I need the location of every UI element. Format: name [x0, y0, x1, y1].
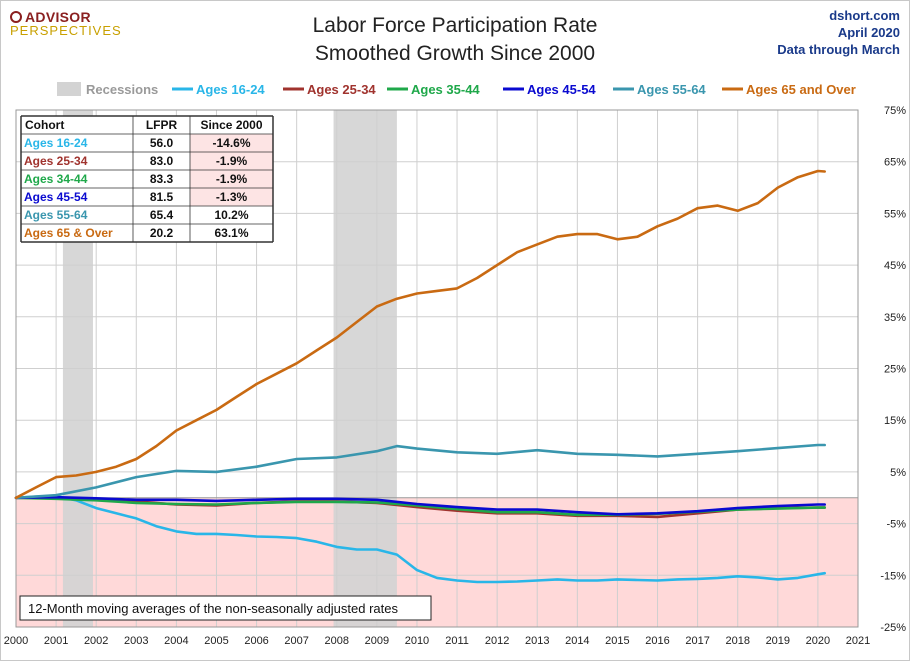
x-tick-label: 2008 — [325, 635, 349, 647]
table-cell-bg — [190, 224, 273, 242]
table-cell-cohort: Ages 45-54 — [24, 190, 88, 204]
x-tick-label: 2016 — [645, 635, 669, 647]
legend-label: Ages 16-24 — [196, 82, 265, 97]
table-cell-bg — [190, 206, 273, 224]
x-tick-label: 2006 — [244, 635, 268, 647]
x-tick-label: 2011 — [445, 635, 469, 647]
table-row — [21, 206, 190, 224]
table-cell-since: 10.2% — [214, 208, 248, 222]
y-tick-label: 45% — [884, 260, 906, 272]
x-tick-label: 2010 — [405, 635, 429, 647]
y-tick-label: 65% — [884, 157, 906, 169]
table-cell-since: -1.9% — [216, 154, 248, 168]
y-tick-label: -5% — [886, 519, 906, 531]
table-header-cell: LFPR — [146, 118, 178, 132]
source-through: Data through March — [777, 42, 900, 57]
x-tick-label: 2012 — [485, 635, 509, 647]
table-cell-lfpr: 81.5 — [150, 190, 174, 204]
table-row — [21, 134, 190, 152]
x-tick-label: 2013 — [525, 635, 549, 647]
series-line-ages-65-and-over — [14, 169, 826, 500]
table-cell-cohort: Ages 16-24 — [24, 136, 88, 150]
advisor-perspectives-logo: ADVISOR PERSPECTIVES — [10, 10, 122, 37]
logo-line1: ADVISOR — [25, 9, 91, 25]
plot-border — [15, 109, 859, 628]
logo-mark-icon — [10, 11, 22, 23]
x-tick-label: 2005 — [204, 635, 228, 647]
table-cell-bg — [190, 134, 273, 152]
table-cell-bg — [190, 170, 273, 188]
series-line-ages-45-54 — [14, 495, 826, 516]
table-header-cell: Since 2000 — [200, 118, 262, 132]
legend-label: Ages 65 and Over — [746, 82, 856, 97]
legend-swatch-recessions — [57, 82, 81, 96]
legend-label: Ages 35-44 — [411, 82, 480, 97]
x-tick-label: 2004 — [164, 635, 188, 647]
x-tick-label: 2015 — [605, 635, 629, 647]
logo-line2: PERSPECTIVES — [10, 23, 122, 38]
legend: Recessions Ages 16-24 Ages 25-34 Ages 35-44… — [57, 82, 856, 97]
y-tick-label: 35% — [884, 312, 906, 324]
table-row — [21, 152, 190, 170]
y-tick-label: 75% — [884, 105, 906, 117]
chart-subtitle: Smoothed Growth Since 2000 — [314, 42, 596, 65]
y-tick-label: 15% — [884, 415, 906, 427]
x-tick-label: 2019 — [766, 635, 790, 647]
table-cell-cohort: Ages 25-34 — [24, 154, 88, 168]
table-cell-since: -14.6% — [212, 136, 250, 150]
table-cell-cohort: Ages 34-44 — [24, 172, 88, 186]
x-tick-label: 2014 — [565, 635, 589, 647]
table-cell-bg — [190, 152, 273, 170]
annotation-text: 12-Month moving averages of the non-seas… — [28, 601, 398, 616]
legend-label: Ages 45-54 — [527, 82, 596, 97]
table-cell-lfpr: 83.3 — [150, 172, 174, 186]
x-tick-label: 2018 — [725, 635, 749, 647]
x-tick-label: 2009 — [365, 635, 389, 647]
y-tick-label: -25% — [880, 622, 906, 634]
source-date: April 2020 — [837, 25, 900, 40]
series-line-ages-16-24 — [14, 494, 826, 584]
table-cell-bg — [190, 188, 273, 206]
summary-table: Cohort LFPR Since 2000 Ages 16-24 56.0 -14.6%… — [20, 115, 274, 243]
table-cell-since: 63.1% — [214, 226, 248, 240]
table-cell-since: -1.9% — [216, 172, 248, 186]
x-tick-label: 2001 — [44, 635, 68, 647]
x-tick-label: 2000 — [4, 635, 28, 647]
x-tick-label: 2017 — [685, 635, 709, 647]
table-row — [21, 188, 190, 206]
y-tick-label: 55% — [884, 208, 906, 220]
y-tick-label: 5% — [890, 467, 906, 479]
y-tick-label: 25% — [884, 364, 906, 376]
table-cell-cohort: Ages 55-64 — [24, 208, 88, 222]
table-cell-lfpr: 83.0 — [150, 154, 174, 168]
x-tick-label: 2003 — [124, 635, 148, 647]
y-tick-label: -15% — [880, 570, 906, 582]
table-cell-lfpr: 20.2 — [150, 226, 174, 240]
table-cell-lfpr: 56.0 — [150, 136, 174, 150]
table-cell-since: -1.3% — [216, 190, 248, 204]
chart-title: Labor Force Participation Rate — [312, 14, 598, 37]
table-header-cell: Cohort — [25, 118, 64, 132]
x-tick-label: 2021 — [846, 635, 870, 647]
table-cell-lfpr: 65.4 — [150, 208, 174, 222]
table-cell-cohort: Ages 65 & Over — [24, 226, 113, 240]
table-header-row — [21, 116, 273, 134]
series-line-ages-55-64 — [14, 443, 826, 500]
legend-label: Ages 25-34 — [307, 82, 376, 97]
legend-label: Ages 55-64 — [637, 82, 706, 97]
annotation-box: 12-Month moving averages of the non-seas… — [19, 595, 432, 621]
annotation-bg — [19, 595, 432, 621]
x-tick-label: 2002 — [84, 635, 108, 647]
table-row — [21, 224, 190, 242]
x-tick-label: 2020 — [806, 635, 830, 647]
legend-label-recessions: Recessions — [86, 82, 158, 97]
source-site: dshort.com — [829, 8, 900, 23]
table-row — [21, 170, 190, 188]
x-tick-label: 2007 — [284, 635, 308, 647]
